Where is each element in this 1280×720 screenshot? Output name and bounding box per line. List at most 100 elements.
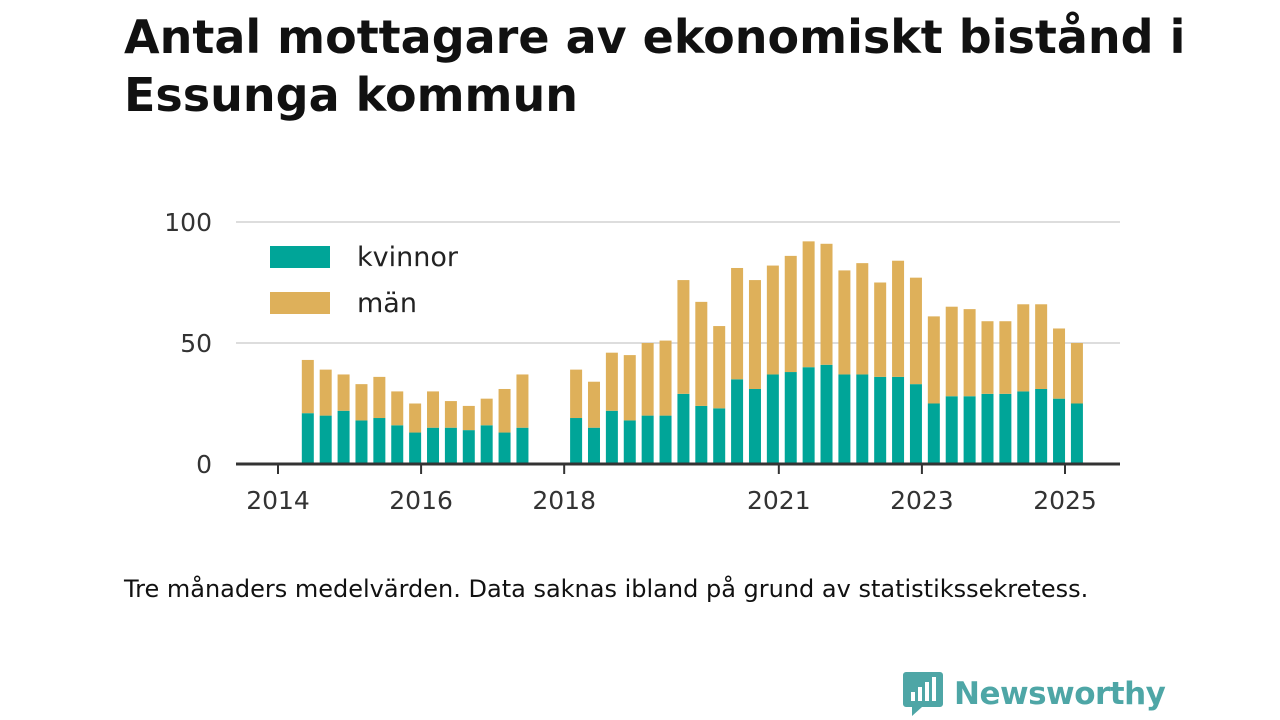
bar-kvinnor: [802, 367, 815, 464]
bar-kvinnor: [766, 374, 779, 464]
x-tick-label: 2021: [747, 486, 811, 515]
bar-man: [874, 282, 887, 377]
bar-man: [766, 265, 779, 375]
bar-man: [462, 405, 475, 431]
stacked-bar-chart: 0 50 100 2014 2016 2018 2021 2023 2025 kvinnor mä…: [164, 208, 1120, 515]
bar-man: [892, 260, 905, 377]
bar-kvinnor: [1017, 391, 1030, 464]
newsworthy-logo-icon: [903, 672, 943, 716]
y-tick-label: 100: [164, 208, 212, 237]
bar-kvinnor: [892, 376, 905, 464]
bar-kvinnor: [319, 415, 332, 464]
bar-kvinnor: [909, 384, 922, 464]
bar-kvinnor: [444, 427, 457, 464]
bar-man: [731, 267, 744, 380]
bar-man: [802, 241, 815, 368]
bar-kvinnor: [570, 418, 583, 464]
bar-kvinnor: [784, 372, 797, 464]
x-tick-label: 2025: [1033, 486, 1097, 515]
bar-kvinnor: [963, 396, 976, 464]
y-tick-label: 50: [180, 329, 212, 358]
legend: kvinnor män: [270, 242, 459, 319]
bar-man: [570, 369, 583, 419]
bar-kvinnor: [1035, 388, 1048, 464]
bar-man: [641, 343, 654, 416]
bar-kvinnor: [641, 415, 654, 464]
bar-kvinnor: [462, 430, 475, 464]
bar-kvinnor: [409, 432, 422, 464]
bar-kvinnor: [927, 403, 940, 464]
bar-man: [1053, 328, 1066, 399]
bar-kvinnor: [498, 432, 511, 464]
bar-kvinnor: [838, 374, 851, 464]
bar-man: [623, 355, 636, 421]
bar-man: [999, 321, 1012, 394]
legend-label: män: [357, 288, 417, 319]
footnote: Tre månaders medelvärden. Data saknas ib…: [124, 575, 1089, 603]
bar-kvinnor: [856, 374, 869, 464]
bar-man: [856, 263, 869, 375]
bar-kvinnor: [695, 405, 708, 464]
bar-man: [498, 388, 511, 433]
bar-man: [981, 321, 994, 394]
bar-man: [319, 369, 332, 416]
x-tick-label: 2016: [389, 486, 453, 515]
bar-man: [480, 398, 493, 426]
bar-man: [427, 391, 440, 428]
legend-swatch: [270, 292, 330, 314]
tick-labels: 0 50 100 2014 2016 2018 2021 2023 2025: [164, 208, 1097, 515]
bar-man: [355, 384, 368, 421]
bar-man: [748, 280, 761, 389]
legend-swatch: [270, 246, 330, 268]
bar-kvinnor: [748, 388, 761, 464]
bar-man: [838, 270, 851, 375]
bar-kvinnor: [427, 427, 440, 464]
bars: [301, 241, 1083, 464]
bar-kvinnor: [677, 393, 690, 464]
bar-kvinnor: [480, 425, 493, 464]
bar-man: [945, 306, 958, 397]
bar-kvinnor: [587, 427, 600, 464]
bar-man: [1017, 304, 1030, 392]
bar-kvinnor: [1053, 398, 1066, 464]
x-tick-label: 2014: [246, 486, 310, 515]
bar-man: [820, 243, 833, 365]
bar-man: [963, 309, 976, 397]
bar-kvinnor: [1070, 403, 1083, 464]
bar-kvinnor: [713, 408, 726, 464]
bar-man: [909, 277, 922, 385]
bar-man: [927, 316, 940, 404]
bar-kvinnor: [391, 425, 404, 464]
bar-man: [605, 352, 618, 411]
bar-kvinnor: [981, 393, 994, 464]
bar-kvinnor: [337, 410, 350, 464]
brand-name: Newsworthy: [954, 676, 1166, 712]
bar-kvinnor: [301, 413, 314, 464]
legend-label: kvinnor: [357, 242, 459, 273]
bar-man: [1070, 343, 1083, 404]
bar-kvinnor: [874, 376, 887, 464]
bar-man: [444, 401, 457, 428]
bar-man: [337, 374, 350, 411]
bar-kvinnor: [659, 415, 672, 464]
bar-man: [1035, 304, 1048, 389]
bar-man: [301, 359, 314, 414]
y-tick-label: 0: [196, 450, 212, 479]
bar-man: [516, 374, 529, 428]
x-tick-label: 2018: [532, 486, 596, 515]
bar-man: [659, 340, 672, 416]
bar-kvinnor: [623, 420, 636, 464]
bar-man: [587, 381, 600, 428]
bar-man: [409, 403, 422, 433]
bar-man: [391, 391, 404, 426]
bar-man: [784, 255, 797, 373]
bar-man: [373, 376, 386, 419]
bar-kvinnor: [820, 364, 833, 464]
bar-kvinnor: [999, 393, 1012, 464]
bar-kvinnor: [605, 410, 618, 464]
chart-title: Antal mottagare av ekonomiskt bistånd i …: [124, 10, 1186, 122]
bar-man: [695, 301, 708, 406]
x-tick-label: 2023: [890, 486, 954, 515]
bar-kvinnor: [731, 379, 744, 464]
bar-kvinnor: [516, 427, 529, 464]
